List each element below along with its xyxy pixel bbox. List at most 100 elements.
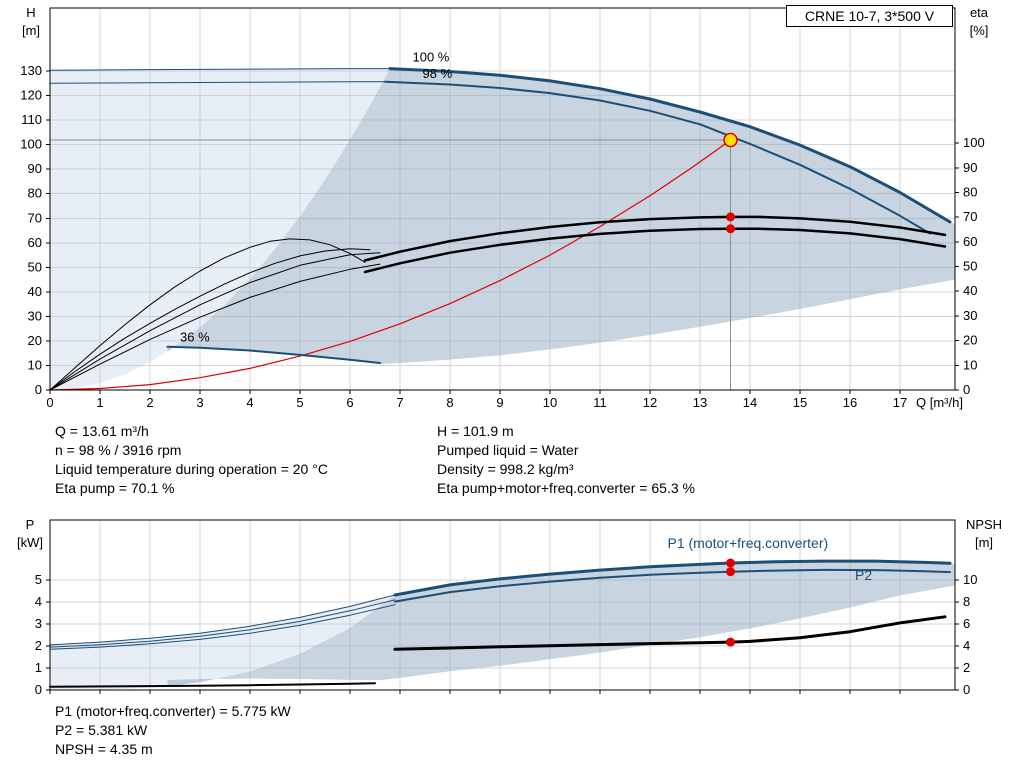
- y-right-axis-unit: [m]: [975, 535, 993, 550]
- npsh-point: [726, 637, 735, 647]
- eta-partial-curve-c: [49, 263, 381, 391]
- duty-point: [723, 132, 738, 148]
- speed-label-98: 98 %: [423, 66, 453, 81]
- y-left-axis-unit: [m]: [22, 23, 40, 38]
- x-tick-label: 10: [543, 395, 557, 410]
- y-left-tick-label: 110: [21, 112, 42, 127]
- x-tick-label: 6: [346, 395, 353, 410]
- y-left-tick-label: 40: [28, 284, 42, 299]
- p2-curve-label: P2: [855, 567, 872, 583]
- y-right-tick-label: 0: [963, 382, 970, 397]
- y-left-tick-label: 1: [35, 660, 42, 675]
- x-tick-label: 12: [643, 395, 657, 410]
- y-right-tick-label: 20: [963, 333, 977, 348]
- p1-partial-line-b: [49, 599, 396, 648]
- y-right-tick-label: 100: [963, 135, 985, 150]
- y-right-axis-unit: [%]: [970, 23, 989, 38]
- eta-total-point: [726, 224, 735, 234]
- operating-envelope: [167, 560, 955, 687]
- y-left-tick-label: 100: [20, 137, 42, 152]
- y-right-tick-label: 2: [963, 660, 970, 675]
- p2-curve: [394, 568, 951, 603]
- y-left-tick-label: 20: [28, 333, 42, 348]
- power-npsh-border: [49, 519, 956, 691]
- y-right-axis-label: NPSH: [966, 517, 1002, 532]
- x-tick-label: 5: [296, 395, 303, 410]
- x-tick-label: 16: [843, 395, 857, 410]
- y-right-tick-label: 6: [963, 616, 970, 631]
- x-tick-label: 2: [146, 395, 153, 410]
- x-tick-label: 13: [693, 395, 707, 410]
- y-left-tick-label: 80: [28, 186, 42, 201]
- head-capacity-axes: 0 1 2 3 4 5 6 7 8 9 10 11 12 13 14 15 16 1701020304050607…: [20, 5, 989, 410]
- y-right-tick-label: 8: [963, 594, 970, 609]
- y-right-tick-label: 30: [963, 308, 977, 323]
- x-tick-label: 3: [196, 395, 203, 410]
- x-tick-label: 14: [743, 395, 757, 410]
- y-right-tick-label: 4: [963, 638, 970, 653]
- p1-partial-line-c: [49, 604, 396, 650]
- p1-partial-line-a: [49, 594, 396, 646]
- npsh-low-flow-curve: [49, 682, 376, 688]
- x-axis-label: Q [m³/h]: [916, 395, 963, 410]
- eta-partial-curve-a: [49, 248, 371, 391]
- speed-98-extension-line: [49, 81, 386, 84]
- y-right-tick-label: 10: [963, 357, 977, 372]
- info-line-p2: P2 = 5.381 kW: [55, 722, 148, 738]
- y-right-tick-label: 10: [963, 572, 977, 587]
- y-left-tick-label: 10: [28, 357, 42, 372]
- y-left-tick-label: 50: [28, 259, 42, 274]
- power-npsh-info: P1 (motor+freq.converter) = 5.775 kW P2 …: [55, 702, 291, 759]
- head-capacity-grid: [50, 8, 955, 390]
- x-tick-label: 15: [793, 395, 807, 410]
- y-left-tick-label: 60: [28, 235, 42, 250]
- y-right-tick-label: 90: [963, 160, 977, 175]
- p1-curve: [393, 559, 952, 597]
- npsh-curve: [393, 615, 947, 651]
- p2-point: [726, 567, 735, 577]
- y-left-tick-label: 0: [35, 382, 42, 397]
- info-line-eta-total: Eta pump+motor+freq.converter = 65.3 %: [437, 480, 695, 496]
- x-tick-label: 0: [46, 395, 53, 410]
- info-line-speed: n = 98 % / 3916 rpm: [55, 442, 182, 458]
- duty-info-left: Q = 13.61 m³/h n = 98 % / 3916 rpm Liqui…: [55, 422, 328, 498]
- pump-model-box: CRNE 10-7, 3*500 V: [786, 5, 953, 27]
- info-line-head: H = 101.9 m: [437, 423, 514, 439]
- info-line-npsh: NPSH = 4.35 m: [55, 741, 153, 757]
- x-tick-label: 9: [496, 395, 503, 410]
- eta-partial-curve-b: [49, 252, 381, 391]
- x-tick-label: 1: [96, 395, 103, 410]
- y-left-tick-label: 2: [35, 638, 42, 653]
- eta-total-curve: [363, 227, 947, 274]
- info-line-liquid: Pumped liquid = Water: [437, 442, 579, 458]
- y-right-axis-label: eta: [970, 5, 989, 20]
- x-tick-label: 4: [246, 395, 253, 410]
- x-tick-label: 8: [446, 395, 453, 410]
- low-flow-region: [50, 68, 390, 390]
- y-left-tick-label: 30: [28, 308, 42, 323]
- y-left-axis-unit: [kW]: [17, 535, 43, 550]
- y-left-tick-label: 120: [20, 88, 42, 103]
- speed-label-100: 100 %: [413, 50, 450, 65]
- y-right-tick-label: 40: [963, 283, 977, 298]
- info-line-p1: P1 (motor+freq.converter) = 5.775 kW: [55, 703, 291, 719]
- y-left-axis-label: H: [26, 5, 35, 20]
- head-capacity-border: [49, 7, 956, 391]
- speed-curve-98: [384, 80, 931, 235]
- max-speed-extension-line: [49, 68, 391, 71]
- y-right-tick-label: 80: [963, 184, 977, 199]
- head-capacity-chart: 100 %98 %36 %0 1 2 3 4 5 6 7 8 9 10 11 12 13 14 15 16 170…: [20, 5, 989, 410]
- y-right-tick-label: 0: [963, 682, 970, 697]
- y-left-tick-label: 130: [20, 63, 42, 78]
- speed-curve-36: [166, 345, 381, 364]
- x-tick-label: 7: [396, 395, 403, 410]
- y-left-tick-label: 70: [28, 210, 42, 225]
- p1-point: [726, 558, 735, 568]
- info-line-eta-pump: Eta pump = 70.1 %: [55, 480, 175, 496]
- info-line-temperature: Liquid temperature during operation = 20…: [55, 461, 328, 477]
- power-npsh-axes: 0 1 2 3 4 5 0 2 4 6 8 10 P [kW] NPSH [m]: [17, 517, 1002, 697]
- eta-pump-point: [726, 212, 735, 222]
- x-tick-label: 11: [593, 395, 607, 410]
- duty-info-right: H = 101.9 m Pumped liquid = Water Densit…: [437, 422, 695, 498]
